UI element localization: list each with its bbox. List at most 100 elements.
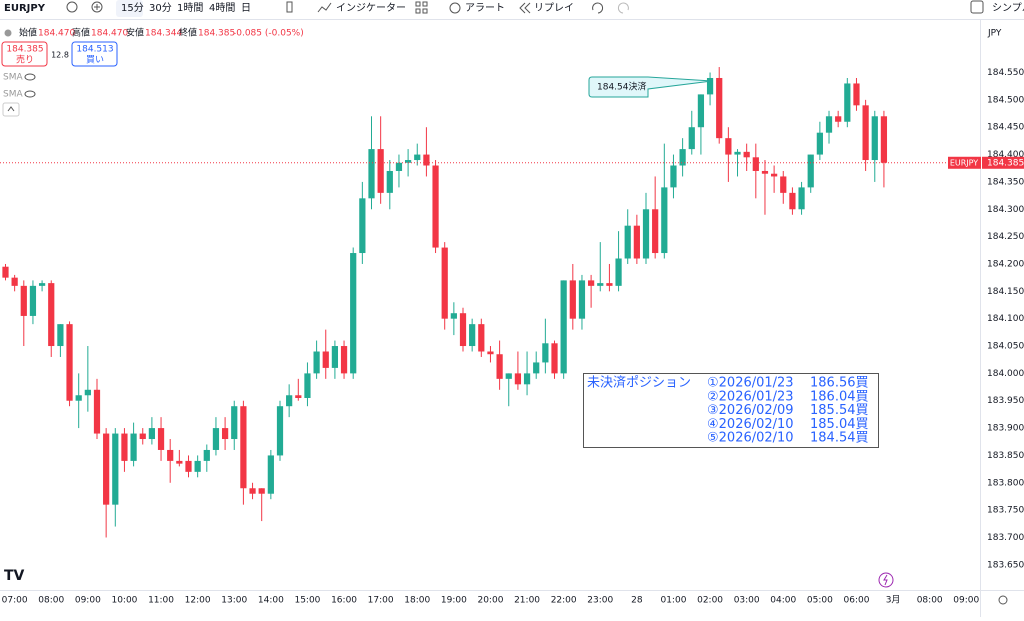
callout-box: [588, 76, 713, 98]
candle-body: [240, 406, 247, 489]
candle-body: [450, 313, 457, 319]
hide-icon[interactable]: [24, 73, 36, 81]
candle-body: [597, 283, 604, 286]
position-date: ①2026/01/23: [707, 376, 794, 391]
positions-box: [583, 373, 879, 448]
y-tick-label: 184.000: [987, 369, 1024, 379]
chart-type[interactable]: [286, 1, 293, 13]
layout-icon[interactable]: [415, 1, 428, 14]
alert-button[interactable]: アラート: [465, 2, 505, 14]
candle-body: [725, 138, 732, 155]
candle-body: [469, 324, 476, 347]
x-tick-label: 03:00: [734, 596, 760, 606]
interval-button[interactable]: 日: [241, 3, 251, 14]
x-tick-label: 09:00: [953, 596, 979, 606]
candle-body: [203, 449, 210, 461]
candle-body: [57, 324, 64, 347]
indicators-button[interactable]: インジケーター: [336, 2, 406, 14]
event-icon[interactable]: [878, 572, 894, 588]
candle-body: [350, 253, 357, 374]
candle-body: [789, 192, 796, 210]
symbol-menu[interactable]: [66, 1, 78, 13]
candle-body: [633, 225, 640, 259]
candle-body: [816, 132, 823, 155]
interval-button[interactable]: 1時間: [177, 2, 203, 14]
candle-body: [66, 324, 73, 401]
candle-body: [578, 280, 586, 319]
x-tick-label: 17:00: [368, 596, 394, 606]
candle-body: [844, 83, 851, 122]
x-tick-label: 10:00: [111, 596, 137, 606]
undo[interactable]: [592, 2, 604, 14]
position-price: 184.54買: [810, 431, 869, 446]
currency[interactable]: JPY: [987, 29, 1002, 39]
y-tick-label: 184.300: [987, 205, 1024, 215]
indicator-icon: [317, 2, 332, 13]
candle-body: [212, 428, 220, 450]
candle-body: [331, 346, 339, 368]
interval-button[interactable]: 4時間: [209, 2, 235, 14]
x-tick-label: 01:00: [660, 596, 686, 606]
add-symbol[interactable]: [91, 1, 103, 13]
candle-body: [551, 343, 558, 374]
sell-button[interactable]: [1, 41, 48, 67]
candle-body: [103, 433, 110, 505]
buy-button[interactable]: [71, 41, 118, 67]
y-tick-label: 183.850: [987, 451, 1024, 461]
candle-body: [752, 157, 759, 171]
candle-body: [221, 428, 229, 440]
x-tick-label: 3月: [886, 595, 901, 606]
collapse-button[interactable]: [2, 102, 20, 117]
candle-body: [313, 351, 320, 374]
candle-body: [231, 406, 238, 440]
candle-body: [624, 225, 631, 259]
candle-body: [93, 389, 101, 434]
candle-body: [478, 324, 485, 352]
x-tick-label: 08:00: [917, 596, 943, 606]
x-tick-label: 13:00: [221, 596, 247, 606]
redo[interactable]: [617, 2, 629, 14]
position-date: ②2026/01/23: [707, 389, 794, 404]
candle-body: [276, 406, 284, 456]
y-tick-label: 184.150: [987, 287, 1024, 297]
checkbox[interactable]: [970, 0, 984, 14]
candle-body: [29, 285, 37, 316]
candle-body: [84, 389, 91, 396]
sell-label: 売り: [16, 54, 34, 66]
candle-body: [258, 488, 265, 494]
indicator-label[interactable]: SMA: [3, 73, 23, 83]
candle-body: [706, 77, 714, 95]
price-tag: [982, 156, 1024, 169]
x-tick-label: 16:00: [331, 596, 357, 606]
candle-body: [569, 280, 576, 319]
x-tick-label: 12:00: [185, 596, 211, 606]
y-tick-label: 183.750: [987, 506, 1024, 516]
hide-icon[interactable]: [24, 90, 36, 98]
candle-body: [771, 173, 778, 177]
candle-body: [194, 460, 201, 472]
simple-toggle[interactable]: シンプル: [992, 2, 1024, 14]
interval-button[interactable]: 30分: [149, 2, 172, 14]
y-tick-label: 184.100: [987, 314, 1024, 324]
replay-button[interactable]: リプレイ: [534, 2, 574, 14]
candle-body: [377, 149, 384, 193]
y-tick-label: 184.500: [987, 95, 1024, 105]
interval-button[interactable]: 15分: [121, 2, 144, 14]
symbol[interactable]: EURJPY: [4, 3, 46, 14]
candle-body: [185, 460, 192, 472]
x-tick-label: 28: [631, 596, 643, 606]
candle-body: [267, 455, 274, 494]
candle-body: [130, 433, 137, 461]
candle-body: [176, 460, 183, 464]
candle-body: [414, 154, 421, 161]
y-tick-label: 184.550: [987, 68, 1024, 78]
candle-body: [560, 280, 567, 374]
indicator-label[interactable]: SMA: [3, 90, 23, 100]
x-tick-label: 14:00: [258, 596, 284, 606]
x-tick-label: 21:00: [514, 596, 540, 606]
candle-body: [670, 165, 677, 188]
x-tick-label: 05:00: [807, 596, 833, 606]
legend-value: 184.470: [91, 29, 128, 39]
settings[interactable]: [998, 595, 1008, 605]
logo[interactable]: TV: [4, 568, 25, 584]
